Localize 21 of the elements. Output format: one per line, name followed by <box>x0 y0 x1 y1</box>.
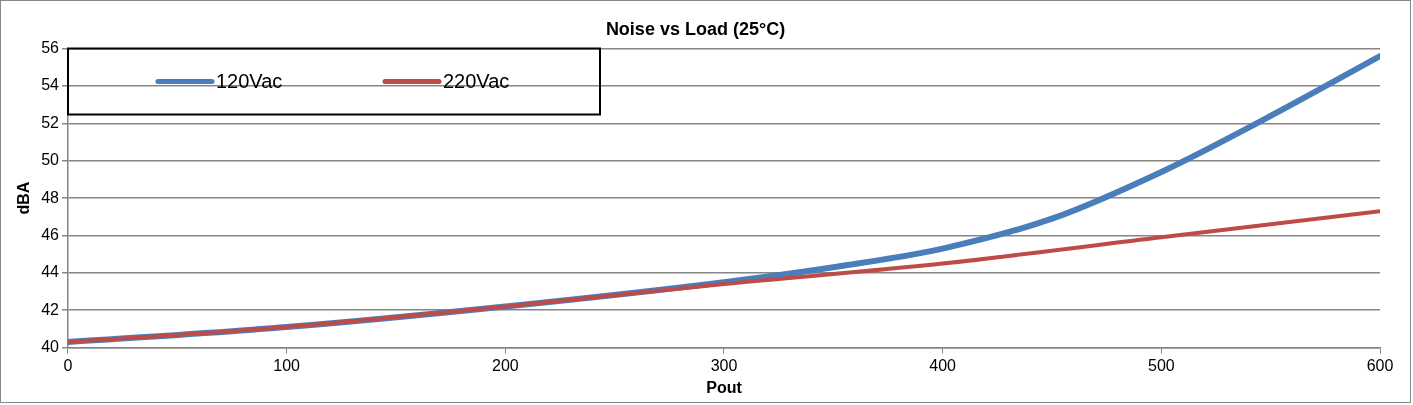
x-tick-label: 300 <box>710 356 738 374</box>
y-tick-label: 56 <box>41 39 60 57</box>
legend-label: 120Vac <box>216 70 283 93</box>
y-tick-label: 52 <box>41 113 60 131</box>
x-tick-label: 400 <box>929 356 957 374</box>
y-tick-label: 44 <box>41 263 60 281</box>
y-axis-title: dBA <box>15 181 33 215</box>
y-tick-label: 40 <box>41 338 60 356</box>
y-tick-label: 46 <box>41 225 60 243</box>
y-tick-label: 48 <box>41 188 60 206</box>
y-tick-label: 54 <box>41 76 60 94</box>
x-tick-label: 600 <box>1366 356 1394 374</box>
x-axis-title: Pout <box>706 378 743 396</box>
y-tick-label: 50 <box>41 151 60 169</box>
legend-label: 220Vac <box>443 70 510 93</box>
x-tick-label: 200 <box>491 356 519 374</box>
x-tick-label: 0 <box>63 356 73 374</box>
x-tick-label: 500 <box>1147 356 1175 374</box>
x-tick-label: 100 <box>273 356 301 374</box>
y-tick-label: 42 <box>41 300 60 318</box>
chart-title: Noise vs Load (25°C) <box>605 18 786 39</box>
